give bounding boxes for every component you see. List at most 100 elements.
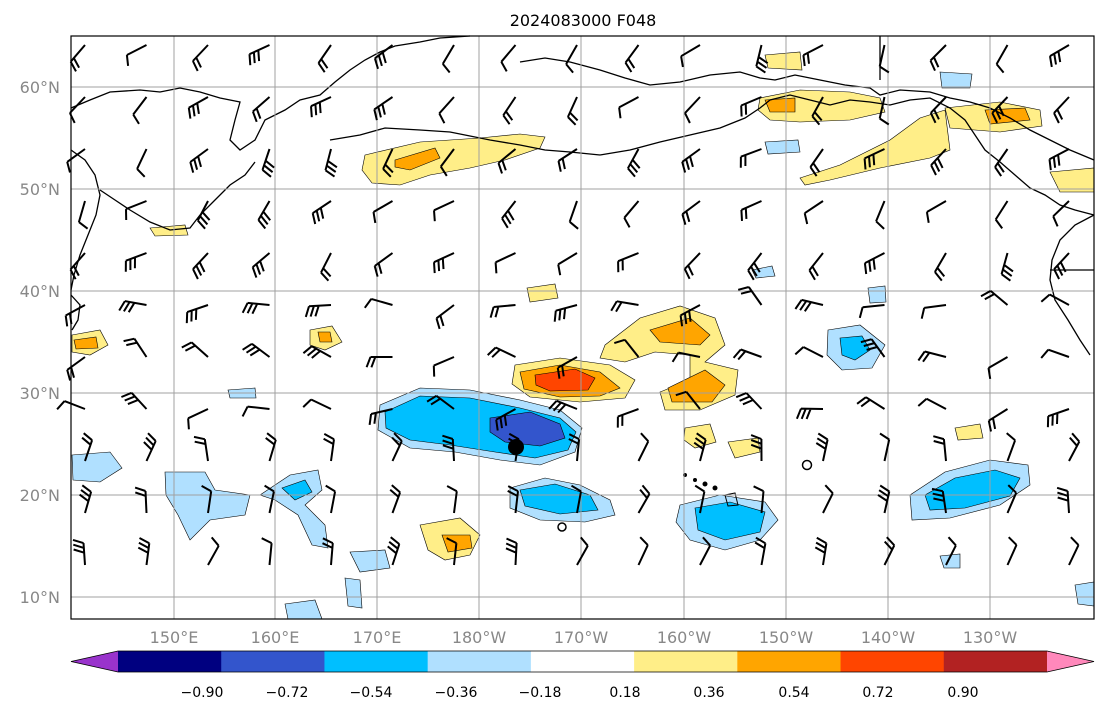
wind-barb xyxy=(945,536,957,566)
wind-barb xyxy=(241,405,270,417)
wind-barb xyxy=(77,200,89,230)
wind-barb xyxy=(681,148,701,173)
wind-barb xyxy=(373,252,394,277)
wind-barb xyxy=(815,432,829,462)
negative-anomaly-fields xyxy=(71,71,1095,620)
wind-barb xyxy=(929,44,947,72)
anomaly-core-central xyxy=(534,368,596,392)
wind-barb xyxy=(317,44,332,73)
wind-barb xyxy=(548,399,578,414)
wind-barb xyxy=(576,536,589,566)
wind-barb xyxy=(637,536,649,566)
wind-barb xyxy=(387,536,401,566)
wind-barb xyxy=(877,484,891,514)
wind-barb xyxy=(495,408,516,431)
wind-barb xyxy=(610,300,639,313)
wind-barb xyxy=(241,301,270,315)
anomaly-field-small-b8 xyxy=(867,285,887,304)
wind-barb xyxy=(557,252,578,276)
figure-title: 2024083000 F048 xyxy=(510,11,657,30)
wind-barb xyxy=(1049,44,1070,68)
wind-barb xyxy=(617,252,639,273)
colorbar-tick-label: −0.36 xyxy=(435,685,478,701)
wind-barb xyxy=(373,44,394,70)
wind-barb xyxy=(863,148,885,170)
wind-barb xyxy=(917,397,947,410)
wind-barb xyxy=(875,200,886,230)
colorbar-tick-labels: −0.90 −0.72 −0.54 −0.36 −0.18 0.18 0.36 … xyxy=(181,685,979,701)
wind-barb xyxy=(624,44,640,73)
wind-barb xyxy=(505,537,518,566)
wind-barb xyxy=(980,290,1009,306)
island-dot xyxy=(712,485,718,491)
wind-barb xyxy=(987,356,1009,380)
wind-barb xyxy=(994,148,1009,177)
wind-barb xyxy=(568,433,581,462)
wind-barb xyxy=(1068,536,1080,566)
wind-barb xyxy=(66,148,86,173)
wind-barb xyxy=(196,200,211,230)
wind-barb xyxy=(1006,536,1018,566)
wind-barb xyxy=(442,434,455,462)
anomaly-field-small-b10 xyxy=(939,553,961,569)
colorbar-tick-label: 0.36 xyxy=(693,685,724,701)
wind-barb xyxy=(930,148,947,176)
wind-barb xyxy=(365,356,393,368)
wind-barb xyxy=(187,408,209,430)
wind-barb xyxy=(192,44,209,72)
wind-barb xyxy=(497,148,517,174)
positive-anomaly-fields xyxy=(71,51,1095,561)
wind-barb xyxy=(671,351,701,363)
wind-barb xyxy=(302,398,332,410)
lon-label: 180°W xyxy=(452,628,507,647)
wind-barb xyxy=(614,338,640,358)
wind-barb xyxy=(1053,96,1070,124)
wind-barb xyxy=(570,484,582,514)
anomaly-field-north xyxy=(764,51,803,71)
marker-ring-south xyxy=(557,522,567,532)
wind-barb xyxy=(556,356,578,379)
wind-barb xyxy=(627,148,641,178)
wind-barb xyxy=(637,484,651,514)
colorbar-segment xyxy=(530,651,635,672)
wind-barb xyxy=(693,432,707,462)
wind-barb xyxy=(747,252,763,281)
wind-barb xyxy=(822,484,834,514)
wind-barb xyxy=(933,435,947,462)
hawaii-islands xyxy=(683,473,739,507)
wind-barb xyxy=(863,252,885,275)
wind-barb xyxy=(433,252,455,274)
lat-label: 20°N xyxy=(20,486,60,505)
anomaly-field-small-4 xyxy=(954,423,984,441)
wind-barb xyxy=(557,148,578,172)
wind-barb xyxy=(811,96,824,126)
lat-label: 50°N xyxy=(20,180,60,199)
wind-barb xyxy=(261,148,275,178)
lat-label: 30°N xyxy=(20,384,60,403)
wind-barb xyxy=(132,96,148,125)
coast-kurils xyxy=(99,161,256,231)
anomaly-core-hook xyxy=(649,317,711,346)
lon-label: 160°E xyxy=(251,628,300,647)
anomaly-field-small-b5 xyxy=(939,71,973,89)
wind-barb xyxy=(320,252,332,282)
wind-barb xyxy=(1068,432,1081,462)
wind-barb xyxy=(684,96,701,124)
wind-barb xyxy=(740,96,762,117)
wind-barb xyxy=(446,485,458,514)
wind-barb xyxy=(1040,293,1070,306)
wind-barb xyxy=(363,297,393,309)
wind-barb xyxy=(136,148,148,178)
anomaly-mid-east-1 xyxy=(924,469,1021,511)
wind-barb xyxy=(368,408,393,426)
wind-barb xyxy=(987,408,1009,432)
wind-barb xyxy=(324,148,338,178)
wind-barb xyxy=(994,200,1009,229)
lon-label: 150°W xyxy=(759,628,814,647)
wind-barb xyxy=(265,432,277,462)
colorbar-tick-label: −0.72 xyxy=(266,685,309,701)
wind-barb xyxy=(991,96,1009,124)
wind-barb xyxy=(322,537,334,566)
wind-barb xyxy=(325,484,337,514)
